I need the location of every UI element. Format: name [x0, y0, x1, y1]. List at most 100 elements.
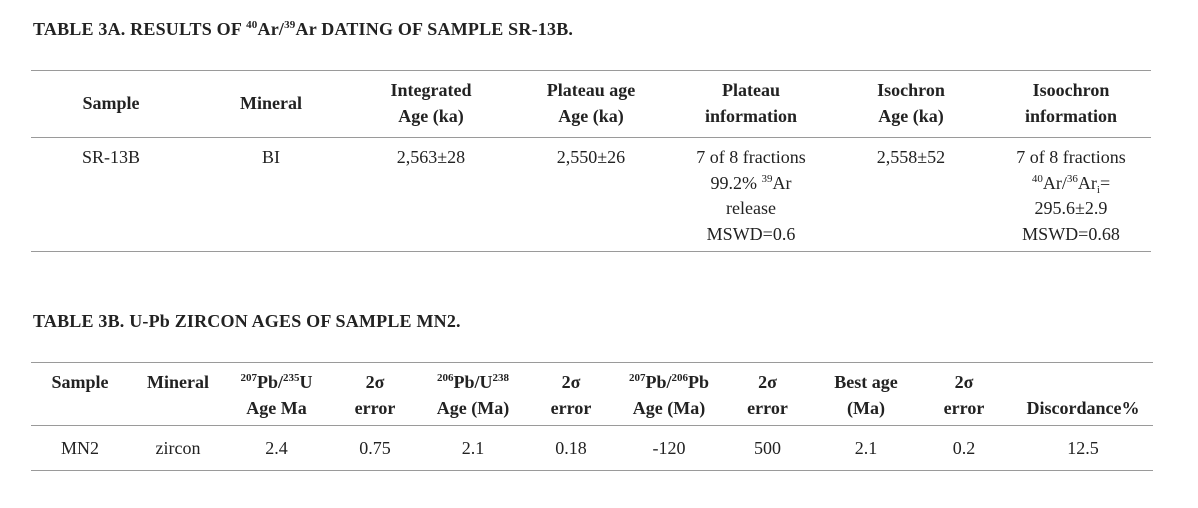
table-3b: Sample Mineral 207Pb/235U Age Ma 2σ error …: [31, 362, 1153, 471]
text: 2σ: [561, 372, 581, 392]
superscript: 207: [240, 372, 257, 384]
data-row: MN2 zircon 2.4 0.75 2.1 0.18 -120 500 2.1 0.2 12.5: [31, 426, 1153, 471]
text: Plateau: [722, 80, 780, 100]
table-cell: SR-13B: [81, 147, 141, 167]
table-cell: 2.4: [265, 438, 288, 458]
text: Isochron: [877, 80, 945, 100]
header-cell: Isochron Age (ka): [831, 71, 991, 138]
table-cell: 2.1: [461, 438, 485, 458]
table-body: SR-13B BI 2,563±28 2,550±26 7 of 8 fract…: [31, 138, 1151, 252]
text: MSWD=0.6: [706, 223, 796, 244]
subscript: i: [1096, 183, 1100, 196]
text: 99.2%: [710, 172, 758, 193]
table-cell: 0.2: [952, 438, 976, 458]
text: =: [1099, 172, 1111, 193]
text: 7 of 8 fractions: [1016, 147, 1126, 167]
table-cell: 0.18: [555, 438, 587, 458]
header-cell: Plateau age Age (ka): [511, 71, 671, 138]
superscript: 40: [1031, 172, 1043, 185]
superscript: 235: [283, 372, 300, 384]
text: Isoochron: [1032, 80, 1110, 100]
text: Age (Ma): [632, 398, 706, 418]
text: Mineral: [147, 372, 209, 392]
header-cell: Mineral: [191, 71, 351, 138]
header-cell: Mineral: [129, 363, 227, 426]
table-cell: -120: [652, 438, 686, 458]
text: Ar/: [257, 19, 285, 39]
text: Age (ka): [558, 106, 624, 126]
header-cell: 2σ error: [326, 363, 424, 426]
text: 2σ: [954, 372, 974, 392]
header-row: Sample Mineral 207Pb/235U Age Ma 2σ error …: [31, 362, 1153, 426]
header-cell: Best age (Ma): [817, 363, 915, 426]
text: Sample: [82, 93, 140, 113]
text: error: [747, 398, 788, 418]
header-cell: 207Pb/235U Age Ma: [227, 363, 326, 426]
table-cell: 12.5: [1067, 438, 1099, 458]
text: Plateau age: [546, 80, 636, 100]
text: Age Ma: [246, 398, 307, 418]
table-cell: 2.1: [854, 438, 878, 458]
text: Ar/: [1042, 172, 1067, 193]
text: Age (ka): [878, 106, 944, 126]
text: error: [943, 398, 985, 418]
header-cell: Sample: [31, 71, 191, 138]
text: MSWD=0.68: [1022, 223, 1120, 244]
text: Best age: [834, 372, 898, 392]
superscript: 39: [761, 172, 773, 185]
text: Ar DATING OF SAMPLE SR-13B.: [295, 19, 574, 39]
table-cell: 2,550±26: [556, 147, 626, 167]
header-cell: Integrated Age (ka): [351, 71, 511, 138]
text: Integrated: [390, 80, 472, 100]
superscript: 206: [671, 372, 689, 384]
text: 2σ: [758, 372, 777, 392]
superscript: 238: [492, 372, 510, 384]
text: 295.6±2.9: [1034, 198, 1108, 218]
table-cell: 2,558±52: [876, 147, 946, 167]
superscript: 207: [628, 372, 646, 384]
text: error: [550, 398, 592, 418]
text: Pb: [688, 372, 710, 392]
table-head: Sample Mineral Integrated Age (ka) Platea…: [31, 70, 1151, 138]
table-cell: 2,563±28: [396, 147, 466, 167]
table-cell: 0.75: [359, 438, 391, 458]
superscript: 36: [1066, 172, 1078, 185]
text: Ar: [1077, 172, 1097, 193]
table-cell: 7 of 8 fractions 40Ar/36Ari= 295.6±2.9 MSWD…: [991, 138, 1151, 252]
text: Age (Ma): [436, 398, 510, 418]
text: information: [1025, 106, 1117, 126]
text: Pb/: [256, 372, 283, 392]
superscript: 206: [436, 372, 454, 384]
text: Discordance%: [1026, 398, 1140, 418]
text: TABLE 3A. RESULTS OF: [33, 19, 247, 39]
table-body: MN2 zircon 2.4 0.75 2.1 0.18 -120 500 2.1 0.2 12.5: [31, 426, 1153, 471]
table-cell: BI: [262, 147, 280, 167]
table-cell: zircon: [155, 438, 201, 458]
text: U: [299, 372, 313, 392]
text: 2σ: [365, 372, 385, 392]
text: Sample: [51, 372, 109, 392]
table-3a: Sample Mineral Integrated Age (ka) Platea…: [31, 70, 1151, 252]
data-row: SR-13B BI 2,563±28 2,550±26 7 of 8 fract…: [31, 138, 1151, 252]
header-cell: 206Pb/U238 Age (Ma): [424, 363, 522, 426]
table-cell: MN2: [60, 438, 99, 458]
table-title: TABLE 3A. RESULTS OF 40Ar/39Ar DATING OF…: [33, 19, 573, 40]
text: Ar: [772, 172, 792, 193]
header-cell: 2σ error: [915, 363, 1013, 426]
header-row: Sample Mineral Integrated Age (ka) Platea…: [31, 70, 1151, 138]
text: (Ma): [847, 398, 885, 418]
header-cell: Plateau information: [671, 71, 831, 138]
header-cell: Isoochron information: [991, 71, 1151, 138]
table-title: TABLE 3B. U-Pb ZIRCON AGES OF SAMPLE MN2…: [33, 311, 461, 331]
table-cell: 7 of 8 fractions 99.2% 39Ar release MSWD=0.…: [671, 138, 831, 252]
text: release: [726, 198, 776, 218]
header-cell: 2σ error: [522, 363, 620, 426]
header-cell: Discordance%: [1013, 363, 1153, 426]
text: error: [354, 398, 396, 418]
table-head: Sample Mineral 207Pb/235U Age Ma 2σ error …: [31, 362, 1153, 426]
header-cell: 2σ error: [718, 363, 817, 426]
superscript: 40: [246, 19, 258, 31]
text: Age (ka): [398, 106, 464, 126]
text: Pb/: [645, 372, 672, 392]
